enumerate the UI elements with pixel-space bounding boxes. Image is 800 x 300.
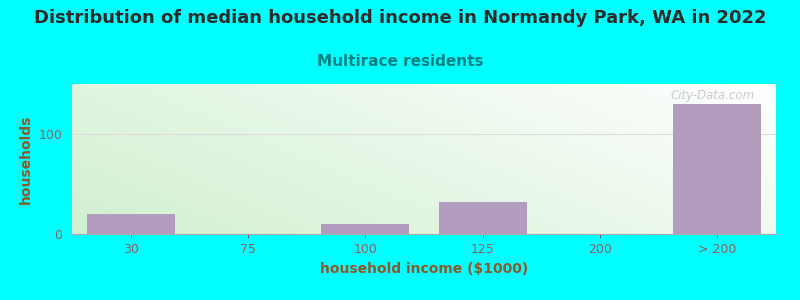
- X-axis label: household income ($1000): household income ($1000): [320, 262, 528, 276]
- Bar: [438, 202, 526, 234]
- Y-axis label: households: households: [19, 114, 33, 204]
- Bar: [674, 104, 762, 234]
- Bar: [322, 224, 410, 234]
- Text: Multirace residents: Multirace residents: [317, 54, 483, 69]
- Text: City-Data.com: City-Data.com: [670, 88, 755, 101]
- Bar: [86, 214, 174, 234]
- Text: Distribution of median household income in Normandy Park, WA in 2022: Distribution of median household income …: [34, 9, 766, 27]
